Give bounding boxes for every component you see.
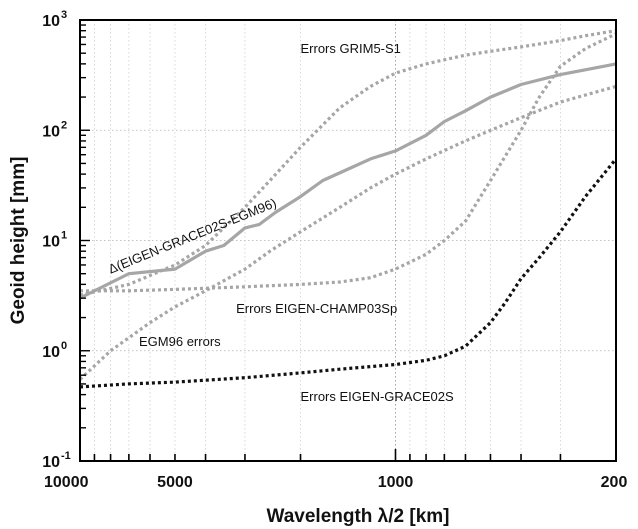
annotation-label: Errors EIGEN-GRACE02S: [301, 389, 454, 404]
series-egm96-errors: [78, 84, 617, 381]
x-tick-label: 5000: [157, 474, 193, 491]
annotation-label: Δ(EIGEN-GRACE02S-EGM96): [106, 195, 278, 276]
y-tick-label: 10: [42, 123, 60, 140]
x-tick-label: 200: [601, 474, 628, 491]
y-tick-label: 10: [42, 13, 60, 30]
annotation-layer: Errors GRIM5-S1 Δ(EIGEN-GRACE02S-EGM96) Er…: [106, 41, 454, 404]
annotation-label: Errors GRIM5-S1: [301, 41, 401, 56]
series-eigen-grace02s-egm96: [79, 62, 617, 300]
y-tick-exponent: 1: [61, 230, 67, 242]
y-tick-label: 10: [42, 454, 60, 471]
x-tick-label: 10000: [44, 474, 89, 491]
series-errors-eigen-champ03sp: [80, 32, 617, 293]
series-layer: [78, 29, 618, 389]
series-errors-grim5-s1: [79, 29, 617, 297]
y-tick-label: 10: [42, 344, 60, 361]
y-tick-exponent: 3: [61, 9, 67, 21]
y-tick-exponent: 2: [61, 119, 67, 131]
annotation-label: Errors EIGEN-CHAMP03Sp: [236, 301, 397, 316]
y-axis-label: Geoid height [mm]: [8, 157, 29, 325]
annotation-label: EGM96 errors: [139, 334, 221, 349]
series-errors-eigen-grace02s: [79, 157, 618, 389]
y-tick-label: 10: [42, 234, 60, 251]
x-axis-label: Wavelength λ/2 [km]: [266, 506, 449, 527]
y-tick-exponent: -1: [61, 450, 71, 462]
y-tick-exponent: 0: [61, 340, 67, 352]
x-tick-label: 1000: [378, 474, 414, 491]
